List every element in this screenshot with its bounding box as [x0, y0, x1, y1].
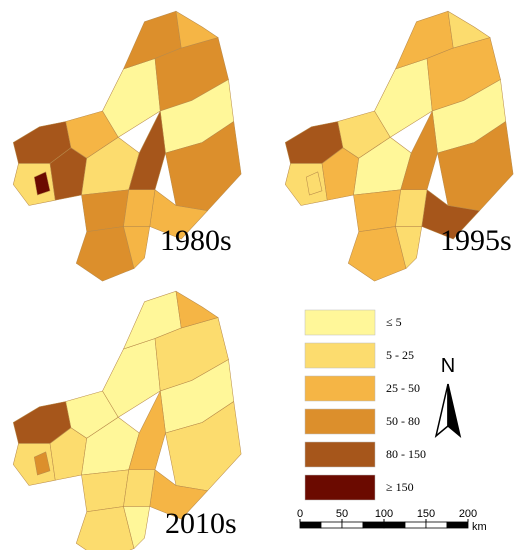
north-label: N — [441, 355, 455, 377]
scale-segment — [425, 521, 448, 529]
scale-segment — [383, 521, 406, 529]
legend-swatch — [304, 309, 376, 336]
district — [12, 443, 56, 486]
district-map — [12, 290, 242, 550]
scale-segment — [341, 521, 364, 529]
district — [175, 290, 219, 329]
district — [128, 110, 166, 191]
district — [305, 171, 323, 196]
map-label: 1995s — [440, 224, 512, 257]
scale-segment — [404, 521, 427, 529]
scale-label: 100 — [375, 508, 393, 520]
district — [102, 58, 161, 138]
district — [395, 226, 423, 270]
legend-swatch — [304, 441, 376, 468]
scale-label: 50 — [336, 508, 348, 520]
district — [123, 469, 156, 507]
district — [400, 110, 438, 191]
north-arrow-left — [434, 383, 449, 439]
district — [395, 189, 428, 227]
map-label: 1980s — [160, 224, 232, 257]
district — [33, 451, 51, 476]
scale-segment — [320, 521, 343, 529]
district — [447, 10, 491, 49]
district — [353, 189, 402, 233]
district — [12, 163, 56, 206]
scale-segment — [446, 521, 469, 529]
map-label: 2010s — [165, 507, 237, 540]
scale-segment — [362, 521, 385, 529]
scale-label: 150 — [417, 508, 435, 520]
legend-swatch — [304, 474, 376, 501]
scale-label: 200 — [459, 508, 477, 520]
legend-label: 80 - 150 — [386, 447, 426, 461]
legend-label: ≥ 150 — [386, 480, 414, 494]
scale-unit: km — [472, 521, 487, 533]
legend-label: 25 - 50 — [386, 381, 420, 395]
district — [123, 189, 156, 227]
district — [284, 163, 328, 206]
district — [33, 171, 51, 196]
scale-segment — [299, 521, 322, 529]
district — [81, 469, 130, 513]
legend-swatch — [304, 342, 376, 369]
legend-label: 50 - 80 — [386, 414, 420, 428]
district — [81, 189, 130, 233]
legend-label: ≤ 5 — [386, 315, 402, 329]
district — [75, 506, 135, 550]
district — [374, 58, 433, 138]
district-map — [284, 10, 514, 282]
legend-label: 5 - 25 — [386, 348, 414, 362]
district — [75, 226, 135, 282]
district — [175, 10, 219, 49]
north-arrow-right — [447, 383, 462, 439]
legend-swatch — [304, 408, 376, 435]
district-map — [12, 10, 242, 282]
scale-label: 0 — [297, 508, 303, 520]
legend-swatch — [304, 375, 376, 402]
district — [347, 226, 407, 282]
district — [123, 506, 151, 550]
district — [123, 226, 151, 270]
district — [128, 390, 166, 471]
district — [102, 338, 161, 418]
